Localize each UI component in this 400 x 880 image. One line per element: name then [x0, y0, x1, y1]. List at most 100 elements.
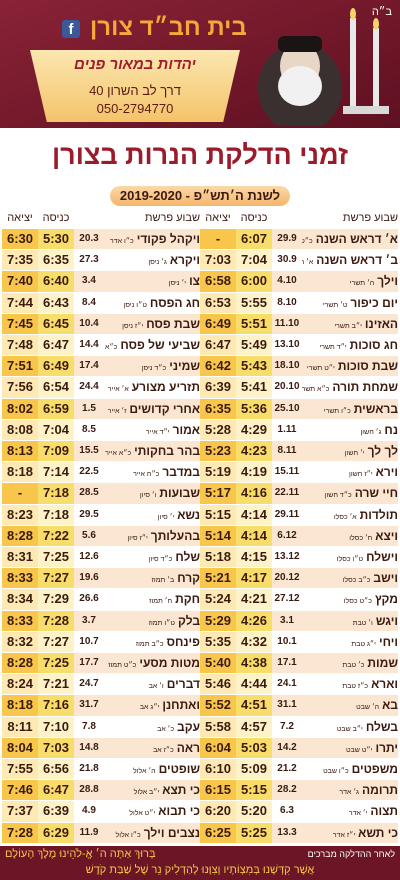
name-cell: נשאי׳ סיון: [104, 505, 200, 525]
hebrew-date: כ״ט אלול: [302, 238, 313, 245]
date-cell: 4.9: [82, 805, 96, 817]
hebrew-date: כ״ט תמוז: [108, 662, 137, 669]
out-cell: 6:47: [200, 335, 236, 356]
in-cell: 7:18: [38, 483, 74, 504]
hebrew-date: י״ז ניסן: [122, 322, 144, 330]
hebrew-date: ו׳ אב: [148, 683, 164, 691]
in-cell: 6:35: [38, 250, 74, 271]
parasha: משפטים: [351, 762, 398, 776]
name-cell: שופטיםה׳ אלול: [104, 759, 200, 779]
in-cell: 6:49: [38, 356, 74, 377]
out-cell: 8:08: [2, 419, 38, 440]
parasha: וישלח: [366, 550, 398, 564]
out-cell: 6:53: [200, 292, 236, 313]
parasha: כי תצא: [162, 783, 200, 798]
footer-band: [0, 846, 400, 880]
parasha: ויגש: [375, 613, 398, 628]
hebrew-date: ב׳ תמוז: [151, 577, 175, 585]
out-cell: 7:45: [2, 313, 38, 334]
hebrew-date: י״ד תשרי: [319, 344, 347, 351]
name-cell: לך לךי׳ חשון: [302, 441, 398, 461]
parasha: וירא: [375, 465, 398, 480]
out-cell: 8:23: [2, 504, 38, 525]
date-cell: 15.11: [274, 466, 300, 478]
hebrew-date: כ״ט כסלו: [343, 598, 372, 606]
parasha: תולדות: [359, 507, 398, 522]
parasha: האזינו: [364, 316, 398, 331]
out-cell: 7:48: [2, 335, 38, 356]
parasha: ואתחנן: [162, 698, 200, 713]
name-cell: דבריםו׳ אב: [104, 674, 200, 694]
date-cell: 8.4: [82, 296, 96, 308]
parasha: נח: [384, 422, 398, 437]
out-cell: 5:21: [200, 568, 236, 589]
parasha: בא: [382, 698, 398, 713]
hebrew-date: ג׳ חשון: [360, 428, 382, 436]
hebrew-date: כ״ו תשרי: [323, 407, 351, 415]
hebrew-date: י״ז חשון: [349, 471, 373, 479]
facebook-icon[interactable]: f: [62, 20, 80, 38]
name-cell: נצבים וילךכ״ו אלול: [104, 823, 200, 843]
parasha: מקץ: [374, 592, 398, 607]
hebrew-date: א׳ תשרי: [302, 259, 314, 267]
out-cell: 5:58: [200, 716, 236, 737]
date-cell: 13.3: [277, 826, 297, 838]
date-cell: 22.11: [274, 487, 300, 499]
date-cell: 3.1: [280, 614, 294, 626]
parasha: וארא: [371, 677, 398, 692]
parasha: חג סוכות: [349, 338, 398, 352]
date-cell: 28.8: [79, 784, 99, 796]
hebrew-date: כ״ב כסלו: [342, 577, 371, 585]
date-cell: 5.6: [82, 529, 96, 541]
out-cell: 8:33: [2, 568, 38, 589]
out-cell: 6:15: [200, 780, 236, 801]
name-cell: וישלחט״ו כסלו: [302, 547, 398, 567]
date-cell: 20.12: [274, 572, 300, 584]
in-cell: 7:10: [38, 716, 74, 737]
name-cell: ויצאח׳ כסלו: [302, 526, 398, 546]
date-cell: 3.4: [82, 275, 96, 287]
parasha: יתרו: [375, 740, 398, 755]
out-cell: 8:04: [2, 737, 38, 758]
date-cell: 29.11: [274, 508, 300, 520]
out-cell: 8:28: [2, 653, 38, 674]
out-cell: 7:28: [2, 822, 38, 843]
date-cell: 24.7: [79, 678, 99, 690]
hebrew-date: י״ב תשרי: [334, 322, 362, 330]
in-cell: 6:00: [236, 271, 272, 292]
date-cell: 31.1: [277, 699, 297, 711]
in-cell: 5:43: [236, 356, 272, 377]
date-cell: 30.9: [277, 254, 297, 266]
in-cell: 4:57: [236, 716, 272, 737]
in-cell: 7:28: [38, 610, 74, 631]
date-cell: 12.6: [79, 551, 99, 562]
name-cell: תרומהג׳ אדר: [302, 780, 398, 800]
parasha: שבת סוכות: [337, 359, 398, 374]
in-cell: 7:14: [38, 462, 74, 483]
name-cell: בהר בחקותיכ״א אייר: [104, 441, 200, 461]
in-cell: 4:51: [236, 695, 272, 716]
in-cell: 4:15: [236, 547, 272, 568]
out-cell: 5:28: [200, 419, 236, 440]
in-cell: 4:17: [236, 568, 272, 589]
in-cell: 6:43: [38, 292, 74, 313]
name-cell: כי תשאי״ז אדר: [302, 823, 398, 843]
hebrew-date: ג׳ אדר: [339, 789, 360, 797]
hebrew-date: ה׳ שבט: [356, 704, 380, 712]
name-cell: משפטיםכ״ו שבט: [302, 759, 398, 779]
parasha: שמחת תורה: [332, 380, 398, 395]
date-cell: 14.8: [79, 741, 99, 753]
in-cell: 5:51: [236, 313, 272, 334]
parasha: חקת: [175, 592, 200, 607]
in-cell: 5:15: [236, 780, 272, 801]
in-cell: 7:03: [38, 737, 74, 758]
date-cell: 10.7: [79, 635, 99, 647]
parasha: יום כיפור: [350, 295, 398, 310]
name-cell: ויקראג׳ ניסן: [104, 250, 200, 270]
hebrew-date: י׳ סיון: [157, 513, 175, 521]
out-cell: 8:32: [2, 631, 38, 652]
out-cell: 5:24: [200, 589, 236, 610]
in-cell: 4:16: [236, 483, 272, 504]
in-cell: 5:30: [38, 229, 74, 250]
out-cell: 6:04: [200, 737, 236, 758]
